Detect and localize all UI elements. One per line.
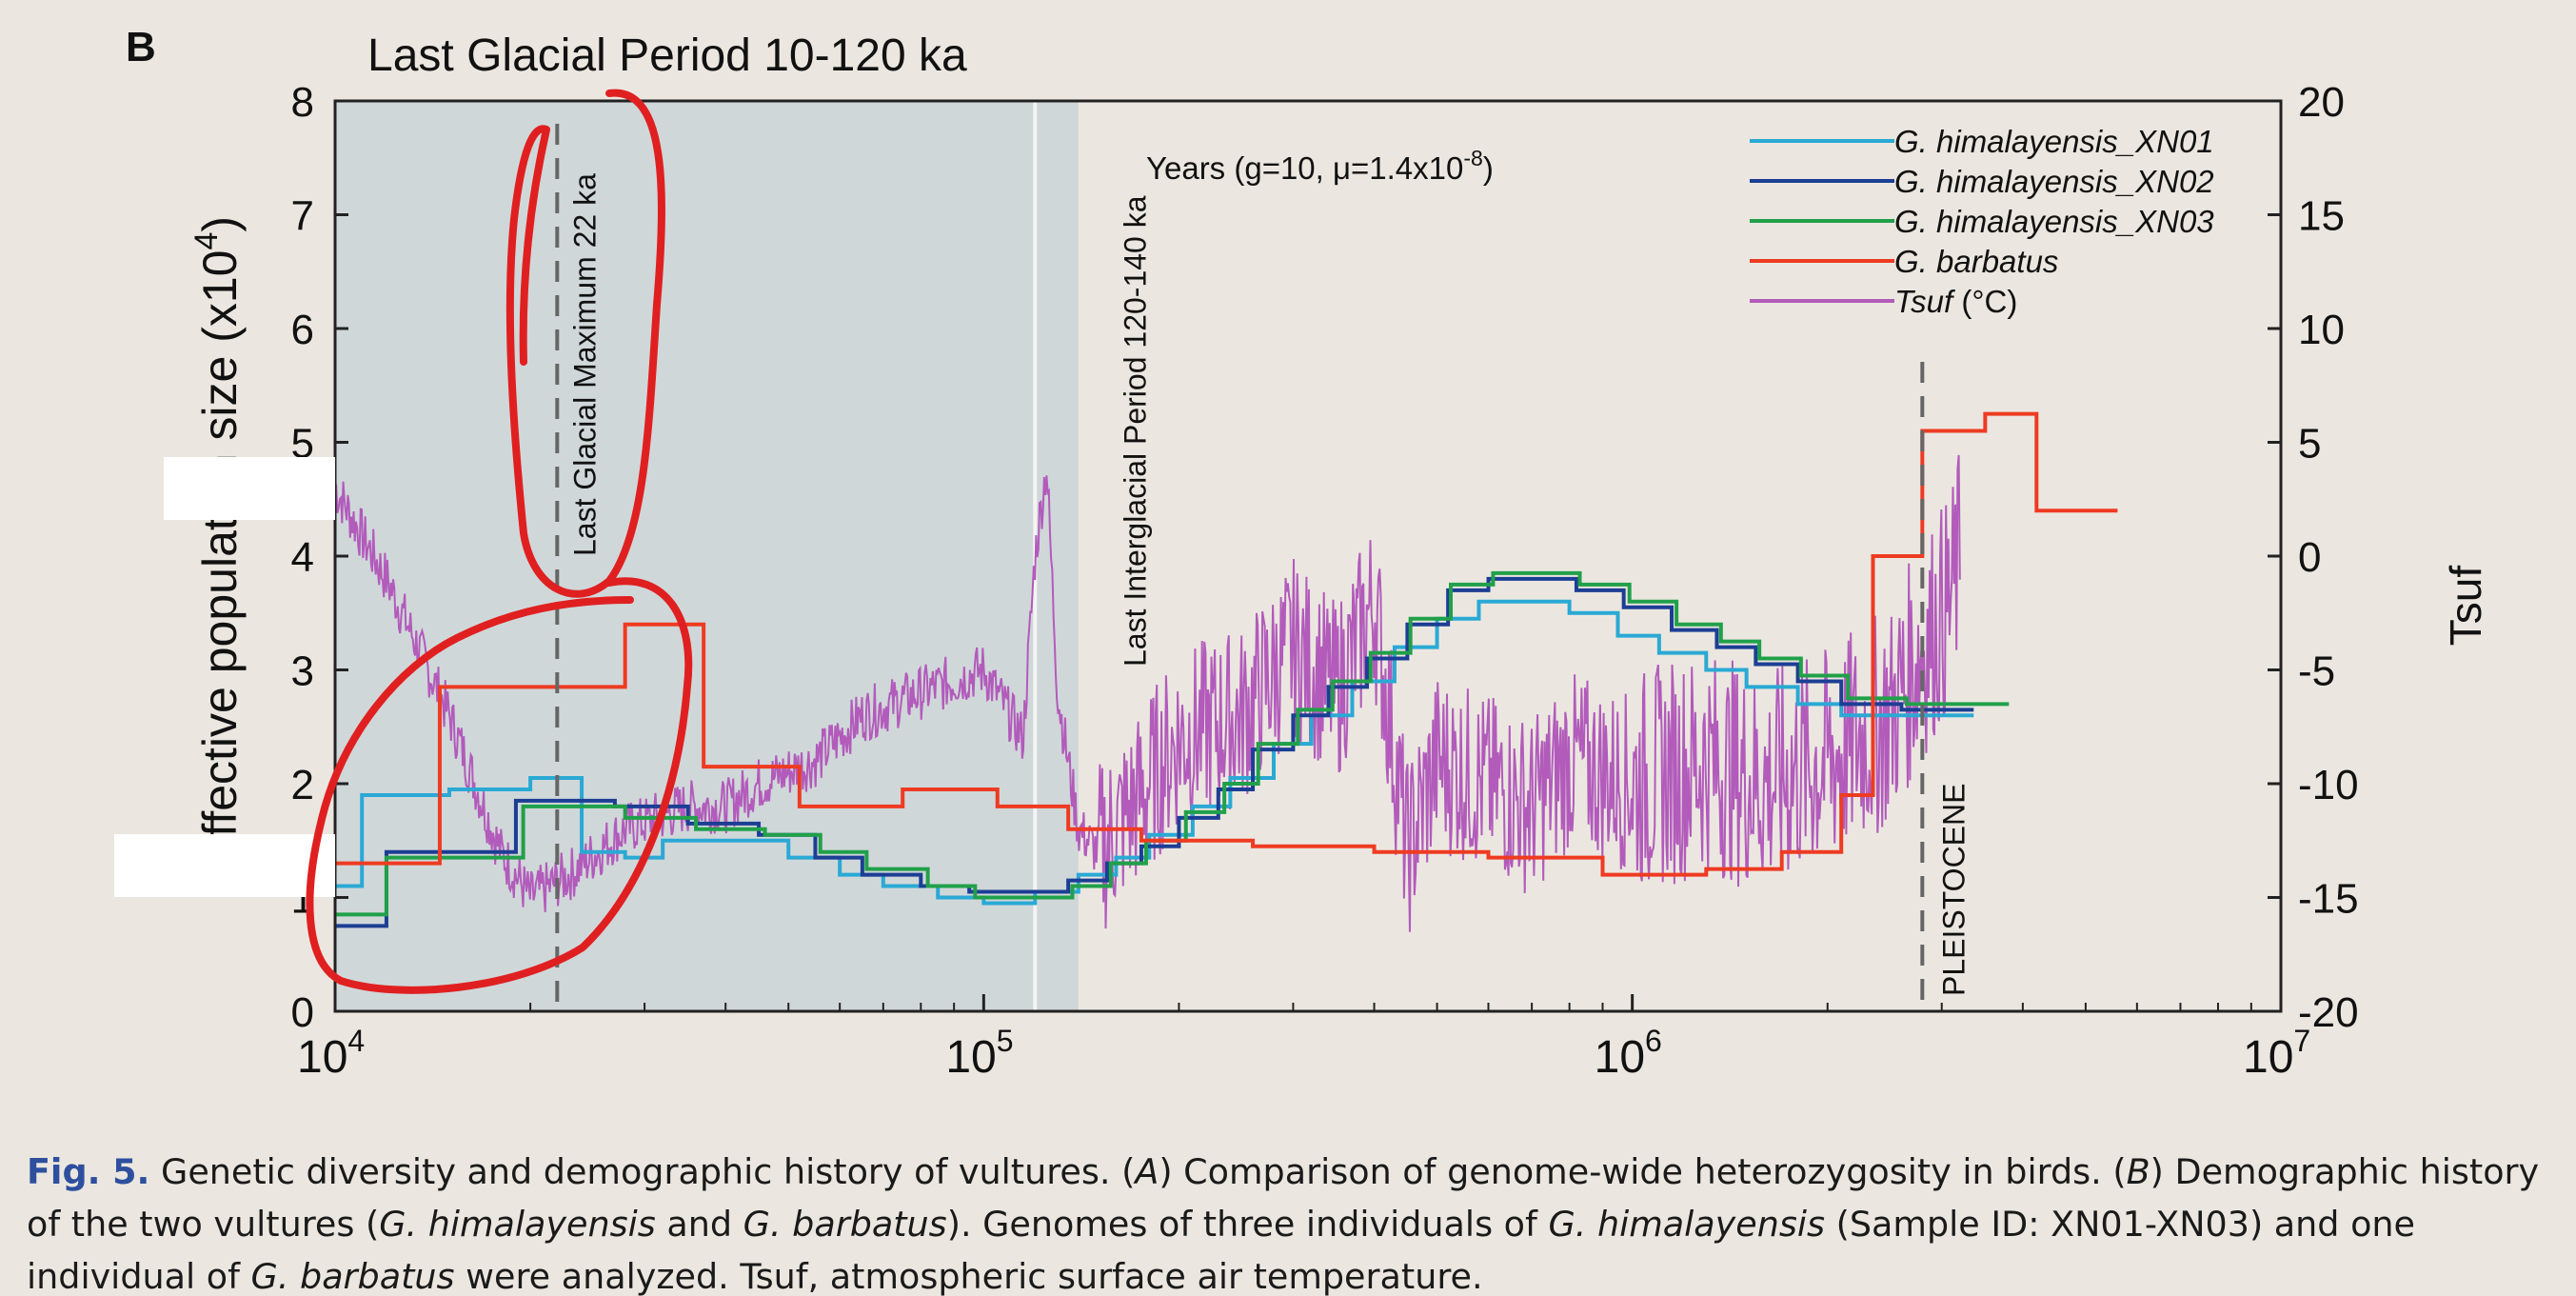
x-tick-base: 10 — [1595, 1032, 1645, 1083]
series-line-3 — [335, 570, 2010, 917]
y-axis-label-close: ) — [193, 216, 247, 232]
figure-caption: Fig. 5. Genetic diversity and demographi… — [27, 1146, 2559, 1296]
lgm-annotation: Last Glacial Maximum 22 ka — [567, 173, 602, 556]
y2-tick-label: 20 — [2298, 79, 2345, 126]
y2-tick-label: 10 — [2298, 307, 2345, 353]
interglacial-annotation: Last Interglacial Period 120-140 ka — [1118, 195, 1152, 667]
x-tick-label: 104 — [297, 1024, 365, 1083]
y2-tick-label: -5 — [2298, 648, 2335, 695]
y-tick-label: 7 — [291, 193, 314, 240]
caption-text7: were analyzed. Tsuf, atmospheric surface… — [454, 1256, 1483, 1296]
caption-b: B — [2126, 1151, 2150, 1192]
y2-tick-label: -20 — [2298, 989, 2359, 1036]
y2-tick-label: -10 — [2298, 762, 2359, 808]
y-tick-label: 6 — [291, 307, 314, 353]
y-tick-label: 3 — [291, 648, 314, 695]
fig-label: Fig. 5. — [27, 1151, 150, 1192]
x-tick-label: 107 — [2243, 1024, 2310, 1083]
years-label-exp: -8 — [1463, 146, 1482, 170]
legend-label-1: G. himalayensis_XN01 — [1894, 124, 2214, 159]
y-axis-label-text: Effective population size (x10 — [193, 250, 247, 868]
caption-species2: G. barbatus — [743, 1204, 947, 1245]
caption-text4: and — [655, 1204, 743, 1245]
x-tick-exp: 4 — [347, 1024, 365, 1058]
y-tick-label: 0 — [291, 989, 314, 1036]
y-tick-label: 8 — [291, 79, 314, 126]
x-tick-base: 10 — [297, 1032, 347, 1083]
caption-a: A — [1135, 1151, 1159, 1192]
y-tick-label: 4 — [291, 534, 314, 581]
caption-text3: ) Demographic history of the two vulture… — [27, 1151, 2540, 1245]
x-tick-exp: 6 — [1645, 1024, 1662, 1058]
panel-label: B — [126, 24, 156, 70]
red-annotation-circle-lgm — [505, 89, 665, 598]
legend: G. himalayensis_XN01 G. himalayensis_XN02… — [1750, 124, 2214, 319]
white-box-top — [164, 457, 335, 520]
x-tick-exp: 5 — [997, 1024, 1014, 1058]
y2-tick-label: 5 — [2298, 421, 2321, 468]
caption-text5: ). Genomes of three individuals of — [946, 1204, 1549, 1245]
series-line-1 — [335, 599, 1974, 906]
caption-text: Genetic diversity and demographic histor… — [161, 1151, 1136, 1192]
caption-text6: (Sample ID: XN01-XN03) and one individua… — [27, 1204, 2415, 1296]
y-axis-label: Effective population size (x104) — [188, 216, 247, 868]
y2-tick-label: 15 — [2298, 193, 2345, 240]
legend-unit: (°C) — [1952, 284, 2017, 319]
tsuf-line — [334, 454, 1961, 932]
x-tick-exp: 7 — [2293, 1024, 2310, 1058]
legend-label-2: G. himalayensis_XN02 — [1894, 164, 2214, 199]
legend-label-4: G. barbatus — [1894, 244, 2058, 279]
x-tick-label: 106 — [1595, 1024, 1662, 1083]
x-tick-base: 10 — [945, 1032, 996, 1083]
demographic-history-chart: B Last Glacial Period 10-120 ka Last Gla… — [114, 24, 2490, 1083]
caption-species1: G. himalayensis — [379, 1204, 656, 1245]
years-label-text: Years (g=10, μ=1.4x10 — [1146, 150, 1463, 186]
y2-tick-label: -15 — [2298, 876, 2359, 923]
red-annotation-circle-early — [306, 577, 693, 994]
x-tick-label: 105 — [945, 1024, 1013, 1083]
caption-species3: G. himalayensis — [1548, 1204, 1826, 1245]
years-label-close: ) — [1483, 150, 1494, 186]
x-tick-base: 10 — [2243, 1032, 2293, 1083]
legend-label-3: G. himalayensis_XN03 — [1894, 204, 2214, 239]
years-label: Years (g=10, μ=1.4x10-8) — [1146, 146, 1494, 186]
y-axis-label-exp: 4 — [188, 232, 225, 250]
y-tick-label: 2 — [291, 762, 314, 808]
chart-title: Last Glacial Period 10-120 ka — [367, 30, 967, 81]
white-box-bottom — [114, 834, 335, 897]
caption-species4: G. barbatus — [250, 1256, 455, 1296]
y2-axis-label: Tsuf — [2441, 566, 2490, 647]
last-glacial-shaded-region — [335, 101, 1079, 1011]
caption-text2: ) Comparison of genome-wide heterozygosi… — [1159, 1151, 2127, 1192]
pleistocene-annotation: PLEISTOCENE — [1936, 784, 1971, 996]
y2-tick-label: 0 — [2298, 534, 2321, 581]
legend-label-5: Tsuf (°C) — [1894, 284, 2017, 319]
